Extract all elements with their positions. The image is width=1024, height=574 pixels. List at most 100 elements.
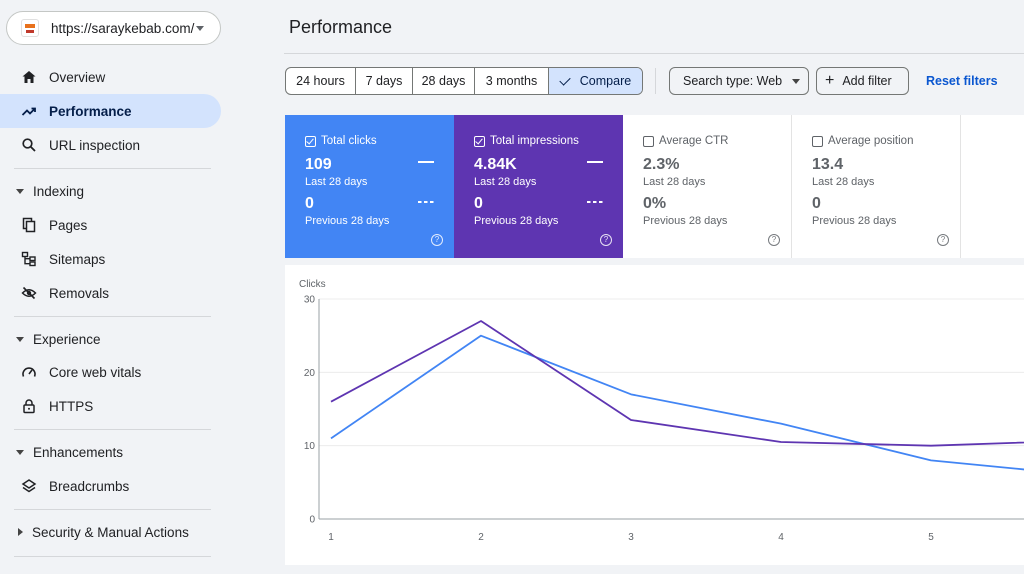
property-url: https://saraykebab.com/ (51, 20, 195, 36)
metric-previous-value: 0 (812, 195, 821, 212)
range-3-months[interactable]: 3 months (475, 68, 549, 94)
sidebar-item-label: Sitemaps (49, 251, 106, 267)
y-tick-label: 0 (309, 515, 315, 526)
dashed-line-legend-icon (418, 201, 434, 203)
x-tick-label: 3 (628, 532, 634, 543)
chevron-down-icon (196, 26, 204, 31)
metric-value: 2.3% (643, 156, 680, 173)
metric-label: Average position (828, 135, 914, 147)
sidebar-item-https[interactable]: HTTPS (0, 389, 221, 423)
solid-line-legend-icon (587, 161, 603, 163)
section-experience[interactable]: Experience (0, 325, 221, 353)
collapse-arrow-icon (16, 188, 24, 194)
compare-button[interactable]: Compare (549, 68, 642, 94)
sidebar: https://saraykebab.com/ Overview Perform… (0, 0, 232, 574)
metric-previous-period: Previous 28 days (474, 215, 559, 227)
metric-value: 13.4 (812, 156, 844, 173)
metric-cards: Total clicks 109 Last 28 days 0 Previous… (285, 115, 1024, 258)
chevron-down-icon (792, 78, 801, 84)
performance-chart: Clicks 0 10 20 30 1 2 3 4 5 (285, 265, 1024, 565)
toolbar-separator (655, 68, 656, 94)
check-icon (559, 73, 571, 86)
y-tick-label: 30 (304, 295, 316, 306)
checkbox-checked-icon[interactable] (305, 135, 316, 147)
sidebar-item-label: Removals (49, 285, 110, 301)
metric-period: Last 28 days (812, 176, 875, 188)
sidebar-item-label: Breadcrumbs (49, 478, 130, 494)
section-security-manual-actions[interactable]: Security & Manual Actions (0, 518, 221, 546)
compare-label: Compare (579, 74, 632, 88)
x-tick-label: 5 (928, 532, 934, 543)
help-icon[interactable]: ? (768, 234, 780, 246)
sidebar-item-label: Core web vitals (49, 364, 142, 380)
sidebar-item-breadcrumbs[interactable]: Breadcrumbs (0, 469, 221, 503)
chart-svg: Clicks 0 10 20 30 1 2 3 4 5 (299, 279, 1024, 543)
checkbox-unchecked-icon[interactable] (812, 135, 823, 147)
checkbox-unchecked-icon[interactable] (643, 135, 654, 147)
home-icon (21, 69, 37, 85)
metric-previous-period: Previous 28 days (305, 215, 390, 227)
metric-period: Last 28 days (305, 176, 368, 188)
property-selector[interactable]: https://saraykebab.com/ (6, 11, 221, 45)
metric-previous-value: 0 (474, 195, 483, 212)
search-icon (21, 137, 37, 153)
series-line-1 (330, 334, 1024, 471)
metric-previous-value: 0 (305, 195, 314, 212)
metric-label: Total clicks (321, 135, 377, 147)
x-tick-label: 4 (778, 532, 784, 543)
dashed-line-legend-icon (587, 201, 603, 203)
solid-line-legend-icon (418, 161, 434, 163)
gauge-icon (21, 364, 37, 380)
range-28-days[interactable]: 28 days (413, 68, 475, 94)
metric-value: 4.84K (474, 156, 517, 173)
y-tick-label: 20 (304, 368, 316, 379)
metric-card-average-position[interactable]: Average position 13.4 Last 28 days 0 Pre… (792, 115, 961, 258)
sidebar-item-core-web-vitals[interactable]: Core web vitals (0, 355, 221, 389)
trending-up-icon (21, 103, 37, 119)
metric-label: Average CTR (659, 135, 729, 147)
sidebar-divider (14, 429, 211, 430)
add-filter-button[interactable]: + Add filter (816, 67, 909, 95)
expand-arrow-icon (18, 528, 23, 536)
help-icon[interactable]: ? (600, 234, 612, 246)
sidebar-item-label: HTTPS (49, 398, 94, 414)
series-line-2 (330, 320, 1024, 447)
sitemap-icon (21, 251, 37, 267)
sidebar-item-overview[interactable]: Overview (0, 60, 221, 94)
search-type-filter[interactable]: Search type: Web (669, 67, 809, 95)
section-title: Indexing (33, 183, 85, 199)
sidebar-item-url-inspection[interactable]: URL inspection (0, 128, 221, 162)
page-title: Performance (289, 17, 393, 37)
collapse-arrow-icon (16, 336, 24, 342)
sidebar-item-sitemaps[interactable]: Sitemaps (0, 242, 221, 276)
header-divider (284, 53, 1024, 54)
pages-icon (21, 217, 37, 233)
section-indexing[interactable]: Indexing (0, 177, 221, 205)
metric-card-total-impressions[interactable]: Total impressions 4.84K Last 28 days 0 P… (454, 115, 623, 258)
range-24-hours[interactable]: 24 hours (286, 68, 356, 94)
help-icon[interactable]: ? (431, 234, 443, 246)
metric-card-average-ctr[interactable]: Average CTR 2.3% Last 28 days 0% Previou… (623, 115, 792, 258)
date-range-selector: 24 hours 7 days 28 days 3 months Compare (285, 67, 643, 95)
sidebar-divider (14, 509, 211, 510)
checkbox-checked-icon[interactable] (474, 135, 485, 147)
metric-previous-value: 0% (643, 195, 667, 212)
help-icon[interactable]: ? (937, 234, 949, 246)
sidebar-item-removals[interactable]: Removals (0, 276, 221, 310)
eye-off-icon (21, 285, 37, 301)
add-filter-label: Add filter (842, 74, 892, 88)
sidebar-divider (14, 168, 211, 169)
y-tick-label: 10 (304, 441, 316, 452)
section-enhancements[interactable]: Enhancements (0, 438, 221, 466)
range-7-days[interactable]: 7 days (356, 68, 413, 94)
sidebar-item-pages[interactable]: Pages (0, 208, 221, 242)
reset-filters-link[interactable]: Reset filters (926, 74, 998, 88)
lock-icon (21, 398, 37, 414)
plus-icon: + (825, 72, 835, 89)
x-tick-label: 1 (328, 532, 334, 543)
sidebar-item-performance[interactable]: Performance (0, 94, 221, 128)
metric-card-total-clicks[interactable]: Total clicks 109 Last 28 days 0 Previous… (285, 115, 454, 258)
metric-period: Last 28 days (474, 176, 537, 188)
sidebar-item-label: URL inspection (49, 137, 141, 153)
section-title: Security & Manual Actions (32, 524, 189, 540)
